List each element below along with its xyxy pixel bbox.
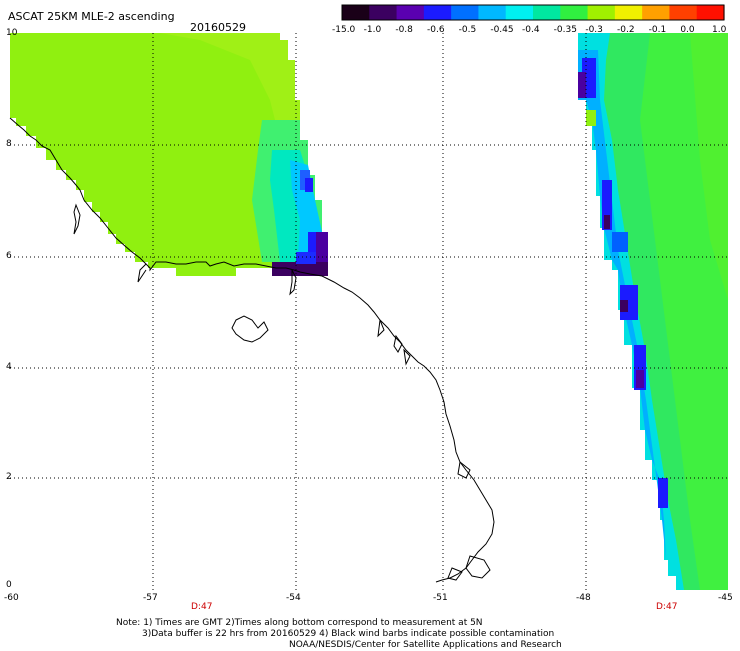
lon-label-57: -57 — [143, 593, 158, 603]
lon-label-60: -60 — [4, 593, 19, 603]
colorbar-swatch — [505, 5, 534, 20]
lon-label-54: -54 — [286, 593, 301, 603]
colorbar-tick-label: -1.0 — [363, 25, 382, 35]
pass-time-label-right: D:47 — [656, 602, 678, 612]
product-date: 20160529 — [190, 21, 246, 34]
colorbar-tick-label: -0.8 — [395, 25, 413, 35]
colorbar-tick-label: -0.45 — [490, 25, 514, 35]
colorbar-tick-label: -15.0 — [332, 25, 356, 35]
colorbar-swatch — [696, 5, 725, 20]
colorbar-tick-label: 1.0 — [712, 25, 727, 35]
colorbar-swatch — [369, 5, 398, 20]
colorbar-swatch — [587, 5, 616, 20]
lat-label-8: 8 — [6, 139, 12, 149]
lon-label-48: -48 — [576, 593, 591, 603]
colorbar-frame — [341, 4, 725, 21]
colorbar-tick-label: -0.1 — [648, 25, 667, 35]
colorbar-swatch — [342, 5, 370, 20]
colorbar-swatch — [669, 5, 698, 20]
lat-label-0: 0 — [6, 580, 12, 590]
footer-note-1: Note: 1) Times are GMT 2)Times along bot… — [116, 618, 483, 628]
colorbar-swatch — [614, 5, 643, 20]
colorbar — [341, 4, 725, 21]
right-swath — [578, 33, 728, 590]
footer-note-3: NOAA/NESDIS/Center for Satellite Applica… — [289, 640, 562, 650]
colorbar-tick-label: -0.3 — [585, 25, 603, 35]
colorbar-swatch — [423, 5, 452, 20]
colorbar-tick-label: -0.2 — [617, 25, 635, 35]
left-swath — [10, 33, 328, 276]
colorbar-swatch — [642, 5, 671, 20]
coastline — [9, 117, 495, 583]
pass-time-label-left: D:47 — [191, 602, 213, 612]
lat-label-6: 6 — [6, 251, 12, 261]
footer-note-2: 3)Data buffer is 22 hrs from 20160529 4)… — [142, 629, 555, 639]
colorbar-tick-label: -0.6 — [427, 25, 445, 35]
lon-label-51: -51 — [433, 593, 448, 603]
colorbar-tick-label: 0.0 — [680, 25, 695, 35]
colorbar-swatch — [560, 5, 589, 20]
colorbar-tick-label: -0.5 — [458, 25, 477, 35]
colorbar-swatch — [478, 5, 507, 20]
colorbar-swatch — [533, 5, 561, 20]
colorbar-swatch — [451, 5, 480, 20]
lat-label-10: 10 — [6, 28, 18, 38]
colorbar-tick-label: -0.35 — [553, 25, 577, 35]
lat-label-4: 4 — [6, 362, 12, 372]
product-title: ASCAT 25KM MLE-2 ascending — [8, 10, 175, 23]
colorbar-tick-label: -0.4 — [522, 25, 540, 35]
lat-label-2: 2 — [6, 472, 12, 482]
lon-label-45: -45 — [718, 593, 733, 603]
grid — [10, 33, 728, 590]
colorbar-swatch — [396, 5, 425, 20]
